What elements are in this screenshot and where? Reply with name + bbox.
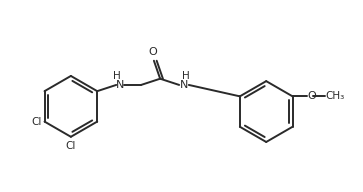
Text: O: O	[308, 91, 317, 101]
Text: Cl: Cl	[31, 117, 42, 127]
Text: Cl: Cl	[66, 141, 76, 151]
Text: N: N	[116, 80, 124, 90]
Text: H: H	[182, 71, 190, 81]
Text: H: H	[113, 71, 121, 81]
Text: O: O	[149, 47, 158, 57]
Text: CH₃: CH₃	[326, 91, 345, 101]
Text: N: N	[180, 80, 188, 90]
